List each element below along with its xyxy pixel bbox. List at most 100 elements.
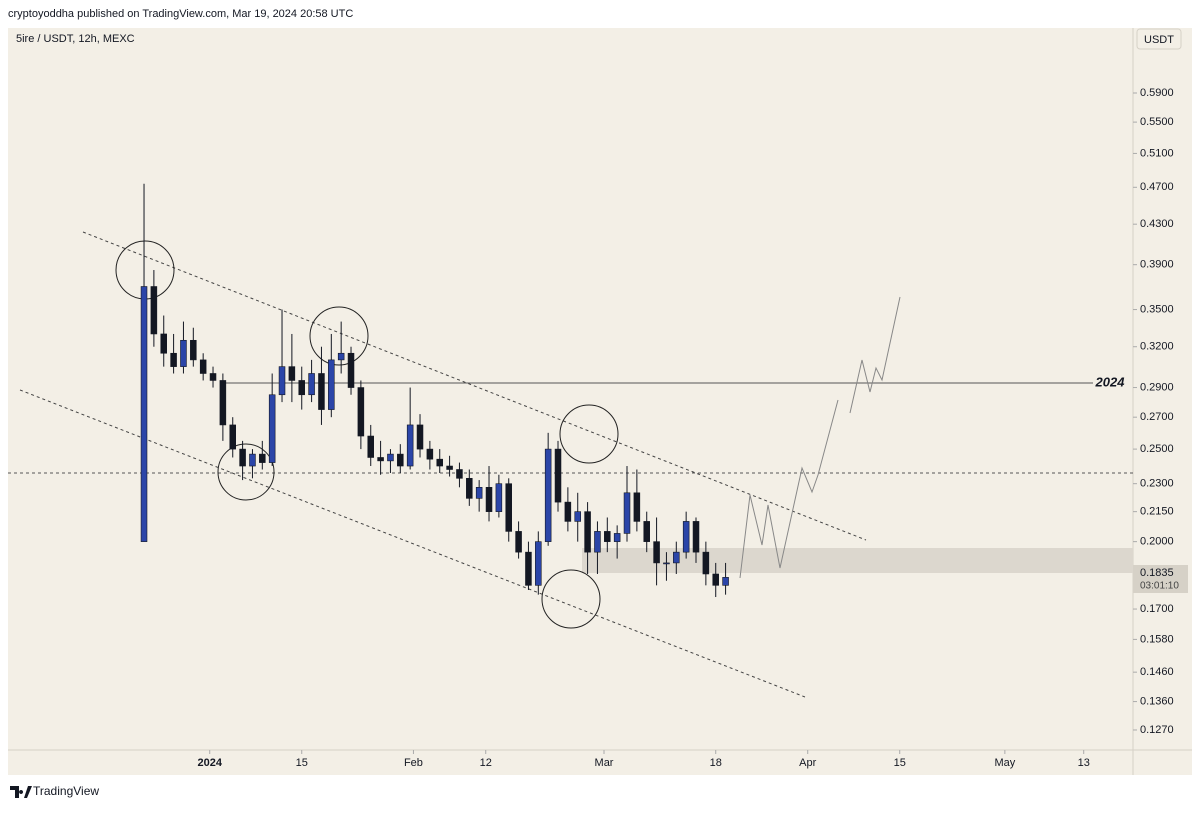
candles [140, 183, 729, 598]
chart-pane [8, 28, 1192, 775]
y-tick-label: 0.1360 [1140, 695, 1174, 707]
candle-body [604, 531, 611, 542]
last-price: 0.1835 [1140, 567, 1174, 579]
candle-body [633, 492, 641, 522]
candle-body [180, 339, 187, 367]
candle-body [426, 448, 434, 460]
candle-body [456, 469, 463, 479]
y-tick-label: 0.2150 [1140, 506, 1174, 518]
x-tick-label: 13 [1078, 757, 1090, 769]
candle-body [170, 352, 177, 367]
y-tick-label: 0.4700 [1140, 181, 1174, 193]
channel-lower [19, 389, 806, 698]
x-tick-label: 15 [296, 757, 308, 769]
y-tick-label: 0.4300 [1140, 218, 1174, 230]
candle-body [643, 521, 650, 542]
x-tick-label: 18 [710, 757, 722, 769]
candle-body [692, 521, 700, 553]
candle-body [357, 387, 365, 437]
demand-zone [582, 548, 1133, 573]
candle-body [416, 424, 424, 450]
logo [10, 786, 32, 798]
candle-body [150, 286, 158, 335]
y-tick-label: 0.2700 [1140, 411, 1174, 423]
x-tick-label: Mar [595, 757, 614, 769]
candle-body [160, 333, 167, 354]
candle-body [239, 448, 246, 467]
y-tick-label: 0.2000 [1140, 536, 1174, 548]
circle [559, 404, 619, 464]
candle-body [564, 501, 572, 522]
candle-body [229, 424, 236, 450]
x-tick-label: 15 [894, 757, 906, 769]
candle-body [397, 453, 404, 467]
candle-body [673, 551, 680, 564]
y-tick-label: 0.3200 [1140, 341, 1174, 353]
circle [217, 443, 275, 501]
y-tick-label: 0.1700 [1140, 603, 1174, 615]
candle-body [584, 511, 591, 553]
candle-body [318, 373, 325, 410]
channel-upper [82, 231, 867, 541]
candle-body [288, 366, 296, 381]
y-tick-label: 0.5500 [1140, 116, 1174, 128]
candle-body [406, 424, 414, 467]
candle-body [140, 286, 148, 542]
y-tick-label: 0.2900 [1140, 381, 1174, 393]
candle-body [525, 551, 532, 586]
brand: TradingView [33, 784, 99, 798]
candle-body [367, 435, 374, 458]
footer [0, 775, 1200, 808]
last-price-box [1133, 565, 1188, 593]
candle-body [209, 373, 217, 381]
candle-body [535, 541, 542, 586]
candle-body [298, 380, 305, 396]
candle-body [722, 577, 729, 586]
y-tick-label: 0.5100 [1140, 147, 1174, 159]
candle-body [268, 394, 276, 463]
y-tick-label: 0.1580 [1140, 633, 1174, 645]
x-tick-label: 2024 [197, 757, 222, 769]
candle-body [308, 373, 315, 396]
y-tick-label: 0.5900 [1140, 87, 1174, 99]
countdown: 03:01:10 [1140, 581, 1179, 592]
candle-body [446, 465, 453, 470]
projection-path [849, 296, 901, 414]
candle-body [544, 448, 552, 542]
candle-body [436, 458, 443, 467]
candle-body [278, 366, 286, 396]
candle-body [259, 453, 266, 463]
candle-body [475, 487, 483, 499]
y-tick-label: 0.3900 [1140, 259, 1174, 271]
symbol-info: 5ire / USDT, 12h, MEXC [16, 33, 135, 45]
candle-body [249, 453, 256, 467]
candle-body [702, 551, 710, 575]
currency-button[interactable] [1136, 28, 1182, 50]
candle-body [515, 531, 522, 553]
candle-body [613, 533, 621, 542]
x-tick-label: May [994, 757, 1015, 769]
circle [309, 306, 369, 366]
x-tick-label: Feb [404, 757, 423, 769]
candle-body [190, 339, 197, 361]
candle-body [387, 453, 394, 462]
candle-body [594, 531, 601, 553]
publisher: cryptoyoddha published on TradingView.co… [8, 8, 353, 20]
y-tick-label: 0.1460 [1140, 666, 1174, 678]
candle-body [328, 359, 335, 410]
y-tick-label: 0.2500 [1140, 443, 1174, 455]
y-tick-label: 0.2300 [1140, 478, 1174, 490]
candle-body [337, 352, 345, 361]
candle-body [682, 521, 690, 553]
candle-body [623, 492, 631, 534]
candle-body [199, 359, 207, 374]
currency[interactable]: USDT [1144, 34, 1174, 46]
x-tick-label: 12 [480, 757, 492, 769]
candle-body [574, 511, 581, 522]
candle-body [347, 352, 355, 388]
projection-path [739, 399, 839, 579]
candle-body [663, 562, 670, 565]
candle-body [377, 457, 384, 462]
